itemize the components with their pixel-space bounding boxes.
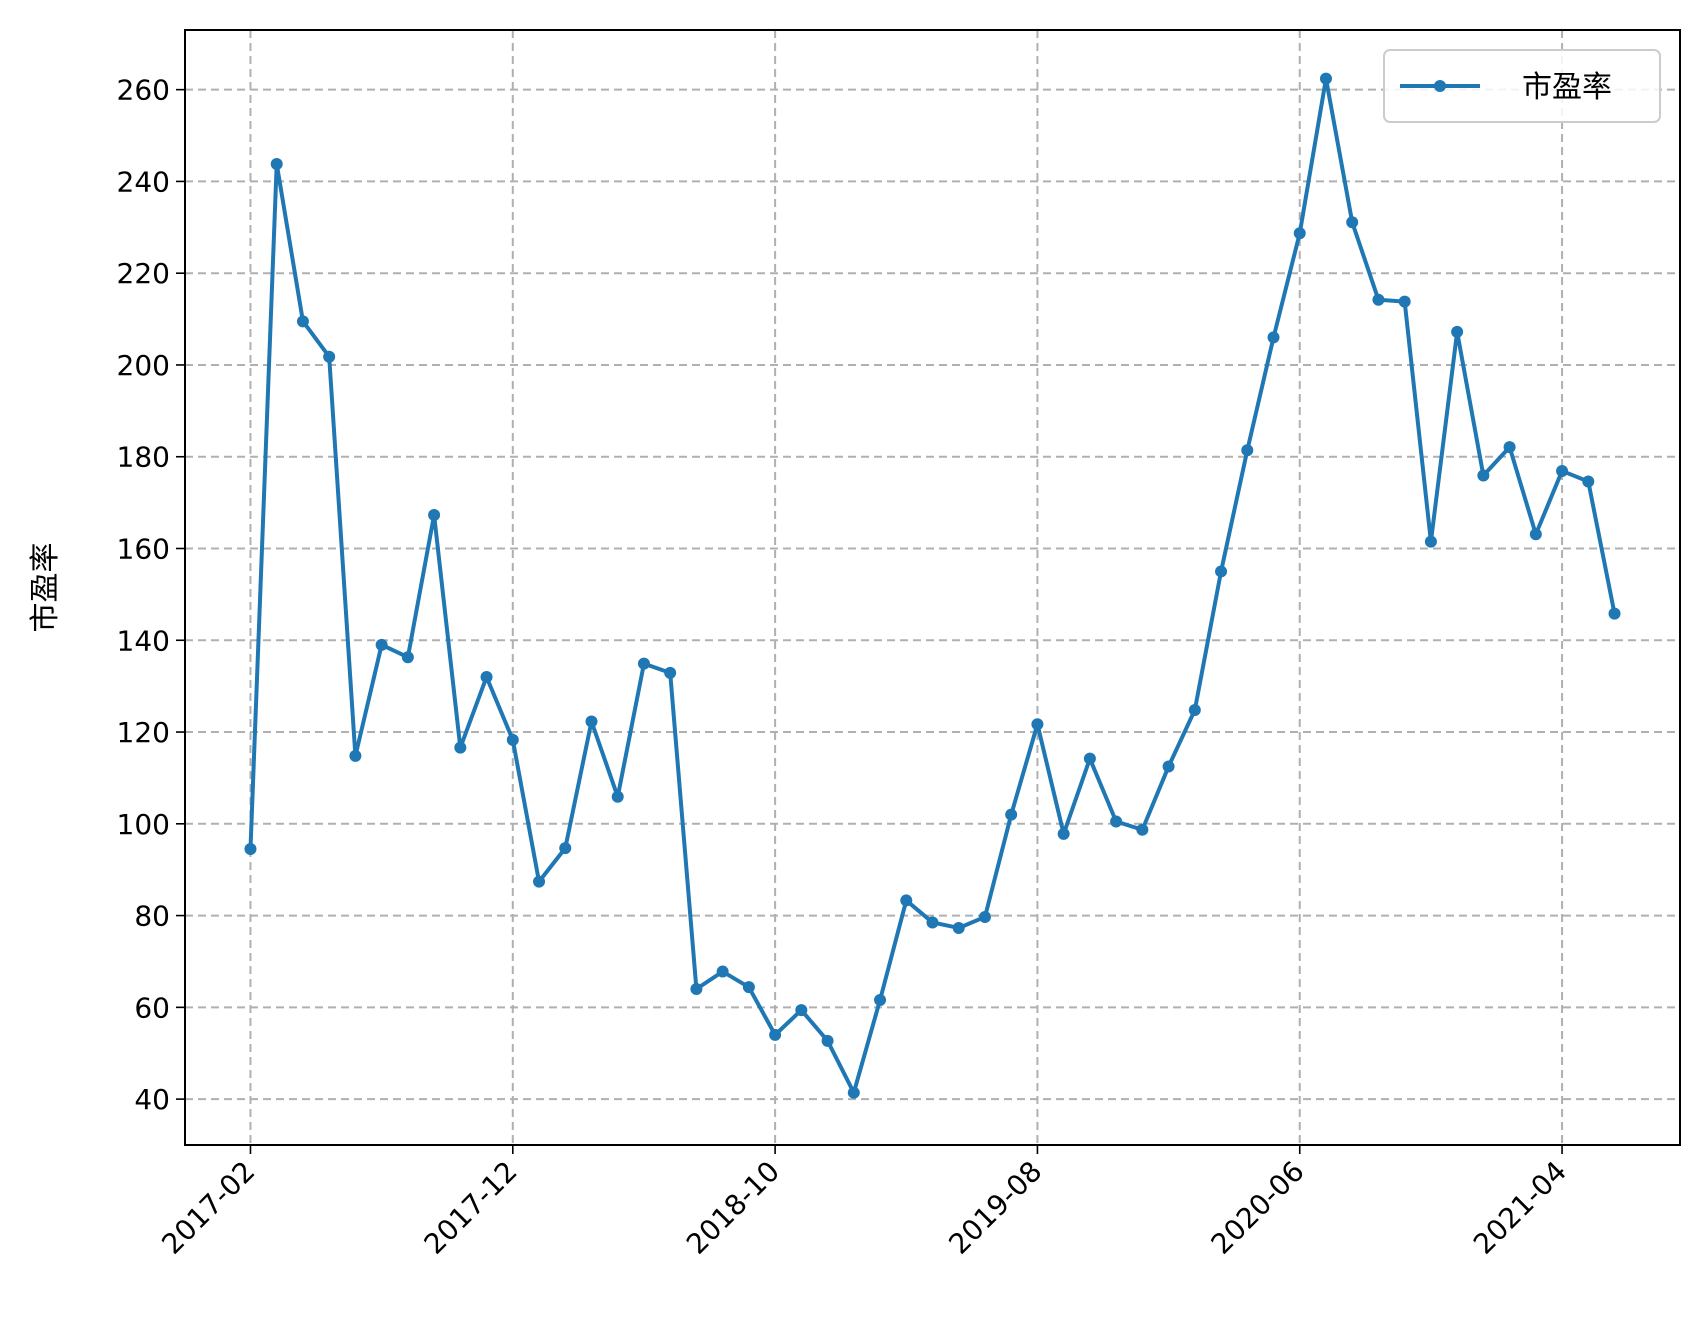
y-tick-label: 140 bbox=[117, 624, 170, 657]
x-axis: 2017-02 2017-12 2018-10 2019-08 2020-06 2021-… bbox=[155, 1145, 1573, 1261]
data-point bbox=[1556, 464, 1569, 477]
data-point bbox=[506, 733, 519, 746]
data-point bbox=[559, 842, 572, 855]
data-point bbox=[795, 1004, 808, 1017]
data-point bbox=[716, 965, 729, 978]
data-point bbox=[874, 994, 887, 1007]
series-line-group bbox=[244, 72, 1621, 1099]
data-point bbox=[1477, 469, 1490, 482]
data-point bbox=[769, 1028, 782, 1041]
data-point bbox=[1398, 295, 1411, 308]
data-point bbox=[454, 741, 467, 754]
data-point bbox=[1241, 444, 1254, 457]
data-point bbox=[1503, 441, 1516, 454]
data-point bbox=[1267, 331, 1280, 344]
data-point bbox=[533, 875, 546, 888]
y-tick-label: 260 bbox=[117, 74, 170, 107]
data-point bbox=[611, 790, 624, 803]
data-point bbox=[428, 509, 441, 522]
legend-marker bbox=[1434, 80, 1446, 92]
data-point bbox=[1451, 325, 1464, 338]
data-point bbox=[1424, 535, 1437, 548]
plot-frame bbox=[184, 29, 1681, 1146]
data-point bbox=[1031, 718, 1044, 731]
y-tick-label: 180 bbox=[117, 441, 170, 474]
data-point bbox=[742, 981, 755, 994]
x-tick-label: 2020-06 bbox=[1205, 1155, 1311, 1261]
series-line bbox=[248, 76, 1617, 1095]
legend: 市盈率 bbox=[1383, 49, 1661, 123]
grid bbox=[185, 30, 1680, 1145]
data-point bbox=[1608, 607, 1621, 620]
data-point bbox=[1057, 827, 1070, 840]
data-point bbox=[296, 315, 309, 328]
legend-box bbox=[1383, 49, 1661, 123]
x-tick-label: 2017-02 bbox=[155, 1155, 261, 1261]
data-point bbox=[637, 657, 650, 670]
x-tick-label: 2018-10 bbox=[680, 1155, 786, 1261]
data-point bbox=[1215, 565, 1228, 578]
legend-entry-label: 市盈率 bbox=[1522, 70, 1612, 105]
data-point bbox=[349, 749, 362, 762]
data-point bbox=[952, 921, 965, 934]
x-tick-label: 2017-12 bbox=[418, 1155, 524, 1261]
x-tick-label: 2021-04 bbox=[1467, 1155, 1573, 1261]
data-point bbox=[1582, 475, 1595, 488]
data-point bbox=[585, 715, 598, 728]
y-tick-label: 200 bbox=[117, 349, 170, 382]
data-point bbox=[1529, 528, 1542, 541]
data-point bbox=[1372, 293, 1385, 306]
y-tick-label: 60 bbox=[134, 991, 170, 1024]
data-point bbox=[1136, 823, 1149, 836]
data-point bbox=[480, 670, 493, 683]
data-point bbox=[270, 157, 283, 170]
data-point bbox=[1188, 704, 1201, 717]
data-point bbox=[244, 843, 257, 856]
y-tick-label: 120 bbox=[117, 716, 170, 749]
data-point bbox=[375, 638, 388, 651]
data-point bbox=[1005, 808, 1018, 821]
y-axis: 40 60 80 100 120 140 160 180 200 220 240 260 bbox=[117, 74, 185, 1116]
data-point bbox=[1162, 760, 1175, 773]
y-tick-label: 40 bbox=[134, 1083, 170, 1116]
y-tick-label: 160 bbox=[117, 532, 170, 565]
data-point bbox=[821, 1034, 834, 1047]
y-tick-label: 100 bbox=[117, 808, 170, 841]
y-tick-label: 240 bbox=[117, 165, 170, 198]
data-point bbox=[323, 350, 336, 363]
data-point bbox=[847, 1086, 860, 1099]
data-point bbox=[1110, 815, 1123, 828]
data-point bbox=[664, 666, 677, 679]
data-point bbox=[690, 982, 703, 995]
y-tick-label: 220 bbox=[117, 257, 170, 290]
y-axis-label: 市盈率 bbox=[28, 543, 63, 633]
data-point bbox=[1346, 216, 1359, 229]
data-point bbox=[978, 910, 991, 923]
data-point bbox=[900, 894, 913, 907]
y-tick-label: 80 bbox=[134, 900, 170, 933]
data-point bbox=[1319, 72, 1332, 85]
data-point bbox=[1293, 227, 1306, 240]
data-point bbox=[401, 651, 414, 664]
x-tick-label: 2019-08 bbox=[942, 1155, 1048, 1261]
data-point bbox=[1083, 752, 1096, 765]
data-point bbox=[926, 916, 939, 929]
